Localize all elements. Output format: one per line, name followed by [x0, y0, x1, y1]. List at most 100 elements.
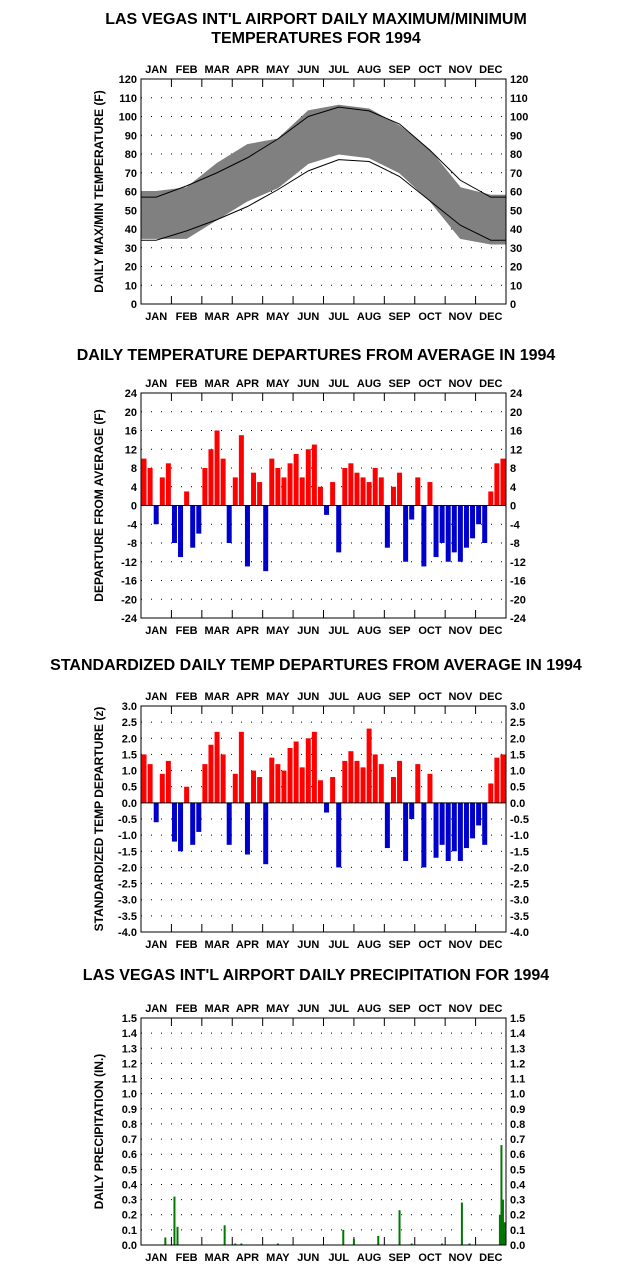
data-bar: [178, 505, 184, 558]
y-tick-label-left: 0: [131, 501, 137, 513]
data-bar: [276, 1243, 279, 1245]
month-label-top: JUN: [297, 1003, 319, 1015]
month-label-bottom: OCT: [418, 939, 442, 951]
y-tick-label-left: 8: [131, 463, 137, 475]
data-bar: [397, 760, 403, 803]
data-bar: [176, 1226, 179, 1245]
month-label-bottom: MAY: [266, 625, 290, 637]
data-bar: [503, 1222, 506, 1245]
y-tick-label-left: -2.0: [118, 862, 137, 874]
y-axis-label: DAILY MAX/MIN TEMPERATURE (F): [92, 90, 106, 292]
y-tick-label-left: -1.0: [118, 830, 137, 842]
data-bar: [238, 435, 244, 506]
data-bar: [427, 482, 433, 506]
month-label-bottom: OCT: [418, 625, 442, 637]
data-bar: [354, 472, 360, 506]
data-bar: [500, 1145, 503, 1245]
month-label-bottom: SEP: [389, 1252, 411, 1264]
y-tick-label-right: 0.1: [510, 1225, 525, 1237]
data-bar: [226, 802, 232, 845]
y-tick-label-left: 1.4: [122, 1028, 138, 1040]
y-tick-label-right: 0.9: [510, 1104, 525, 1116]
temperature-chart-title-line1: LAS VEGAS INT'L AIRPORT DAILY MAXIMUM/MI…: [105, 11, 527, 28]
data-bar: [494, 757, 500, 803]
data-bar: [460, 1202, 463, 1245]
data-bar: [238, 731, 244, 803]
data-bar: [451, 802, 457, 852]
y-tick-label-left: 1.2: [122, 1058, 137, 1070]
month-label-top: OCT: [418, 1003, 442, 1015]
y-tick-label-left: 12: [125, 444, 137, 456]
y-tick-label-right: -3.0: [510, 895, 529, 907]
data-bar: [305, 449, 311, 506]
y-tick-label-left: 0.3: [122, 1195, 137, 1207]
y-tick-label-right: 8: [510, 463, 516, 475]
precip-panel: LAS VEGAS INT'L AIRPORT DAILY PRECIPITAT…: [0, 962, 632, 1274]
y-tick-label-left: -4: [127, 519, 138, 531]
data-bar: [377, 1235, 380, 1245]
data-bar: [220, 458, 226, 506]
month-label-top: NOV: [448, 691, 473, 703]
data-bar: [178, 802, 184, 852]
month-label-top: SEP: [389, 691, 411, 703]
month-label-bottom: MAY: [266, 1252, 290, 1264]
month-label-bottom: DEC: [479, 939, 502, 951]
data-bar: [153, 802, 159, 823]
data-bar: [269, 757, 275, 803]
month-label-bottom: OCT: [418, 311, 442, 323]
month-label-bottom: JUL: [328, 1252, 349, 1264]
y-tick-label-right: 20: [510, 407, 522, 419]
month-label-top: DEC: [479, 378, 502, 390]
y-tick-label-right: 100: [510, 112, 528, 124]
month-label-top: JAN: [145, 1003, 167, 1015]
zscore-chart-title: STANDARDIZED DAILY TEMP DEPARTURES FROM …: [50, 657, 582, 674]
y-tick-label-right: 20: [510, 262, 522, 274]
y-tick-label-left: -3.5: [118, 911, 137, 923]
data-bar: [164, 1237, 167, 1245]
data-bar: [433, 505, 439, 558]
y-tick-label-right: -24: [510, 613, 527, 625]
month-label-bottom: DEC: [479, 1252, 502, 1264]
month-label-top: NOV: [448, 378, 473, 390]
y-tick-label-right: 120: [510, 74, 528, 86]
month-label-top: JAN: [145, 378, 167, 390]
month-label-top: JUL: [328, 378, 349, 390]
month-label-bottom: AUG: [357, 939, 381, 951]
y-tick-label-left: -1.5: [118, 846, 137, 858]
y-tick-label-right: 0.2: [510, 1210, 525, 1222]
month-label-top: JUL: [328, 691, 349, 703]
y-tick-label-right: 110: [510, 93, 528, 105]
data-bar: [342, 760, 348, 803]
data-bar: [372, 754, 378, 803]
y-tick-label-right: 2.0: [510, 733, 525, 745]
data-bar: [500, 458, 506, 506]
data-bar: [226, 505, 232, 543]
y-axis-label: DEPARTURE FROM AVERAGE (F): [92, 409, 106, 601]
data-bar: [336, 505, 342, 553]
plot-frame: [140, 705, 507, 933]
data-bar: [208, 449, 214, 506]
month-label-top: JUN: [297, 64, 319, 76]
data-bar: [196, 505, 202, 534]
data-bar: [311, 444, 317, 506]
y-tick-label-right: 2.5: [510, 717, 525, 729]
data-bar: [342, 1229, 345, 1245]
month-label-bottom: NOV: [448, 1252, 473, 1264]
month-label-bottom: DEC: [479, 311, 502, 323]
data-bar: [299, 767, 305, 803]
data-bar: [463, 802, 469, 849]
data-bar: [451, 505, 457, 553]
data-bar: [184, 491, 190, 506]
data-bar: [360, 477, 366, 506]
y-tick-label-left: 20: [125, 262, 137, 274]
data-bar: [398, 1210, 401, 1245]
data-bar: [445, 802, 451, 861]
data-bar: [439, 802, 445, 845]
data-bar: [240, 1243, 243, 1245]
data-bar: [378, 477, 384, 506]
month-label-bottom: MAY: [266, 311, 290, 323]
data-bar: [287, 463, 293, 506]
month-label-top: MAR: [205, 64, 230, 76]
y-tick-label-right: 16: [510, 426, 522, 438]
data-bar: [141, 754, 147, 803]
